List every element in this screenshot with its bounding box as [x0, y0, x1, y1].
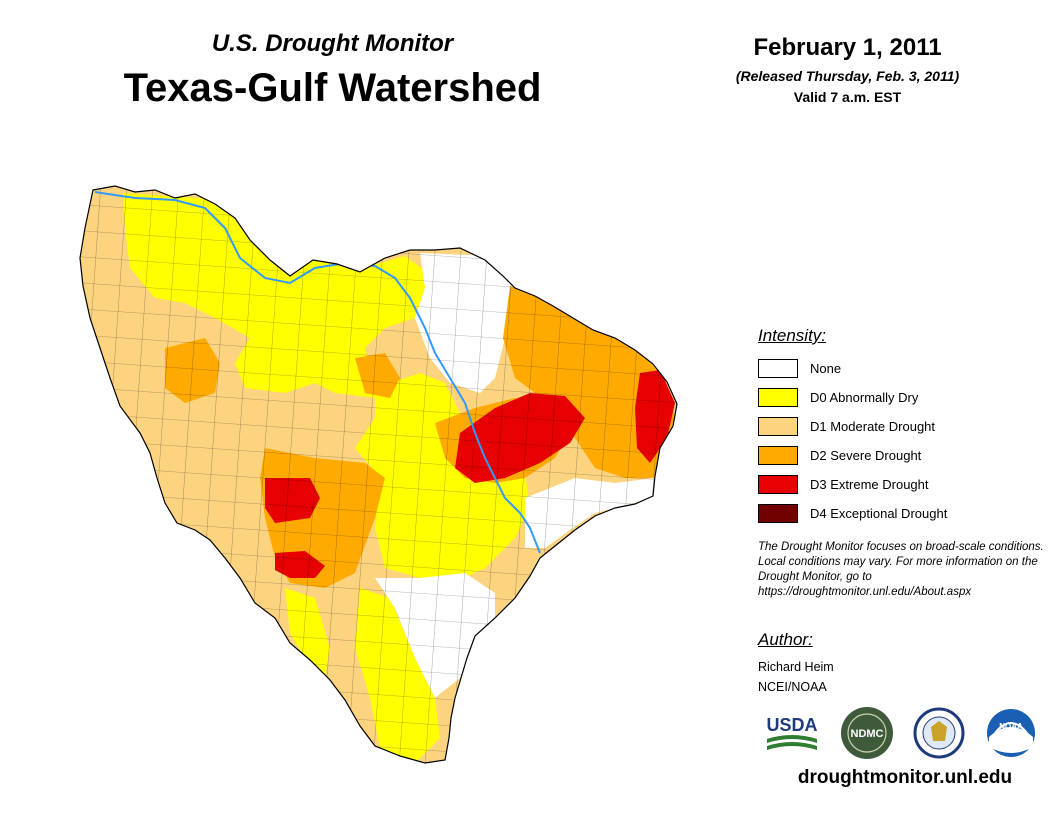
program-title: U.S. Drought Monitor: [211, 30, 454, 57]
legend-swatch-d1: [758, 417, 798, 436]
legend-heading: Intensity:: [758, 326, 827, 345]
author-block: Richard Heim NCEI/NOAA: [758, 657, 834, 697]
usda-logo: USDA: [766, 715, 818, 750]
legend-label-d4: D4 Exceptional Drought: [810, 506, 948, 521]
legend-item-d2: D2 Severe Drought: [758, 441, 947, 470]
valid-time: Valid 7 a.m. EST: [793, 89, 902, 105]
legend-item-d0: D0 Abnormally Dry: [758, 383, 947, 412]
legend-label-d2: D2 Severe Drought: [810, 448, 922, 463]
legend-swatch-d2: [758, 446, 798, 465]
legend-item-d1: D1 Moderate Drought: [758, 412, 947, 441]
release-date: (Released Thursday, Feb. 3, 2011): [735, 68, 960, 84]
legend-swatch-d0: [758, 388, 798, 407]
legend-swatch-none: [758, 359, 798, 378]
commerce-seal-icon: [913, 707, 965, 759]
legend-label-d1: D1 Moderate Drought: [810, 419, 936, 434]
ndmc-logo: NDMC: [841, 707, 893, 759]
ndmc-text: NDMC: [851, 728, 884, 740]
disclaimer-note: The Drought Monitor focuses on broad-sca…: [758, 541, 1044, 598]
river-brazos: [94, 191, 541, 554]
legend-item-d4: D4 Exceptional Drought: [758, 499, 947, 528]
footer-url: droughtmonitor.unl.edu: [797, 767, 1013, 788]
author-org: NCEI/NOAA: [758, 680, 827, 694]
author-heading: Author:: [758, 630, 813, 649]
author-name: Richard Heim: [758, 660, 834, 674]
legend-item-d3: D3 Extreme Drought: [758, 470, 947, 499]
legend-label-none: None: [810, 361, 842, 376]
drought-map: [79, 185, 678, 764]
county-boundaries: [80, 186, 677, 763]
legend-label-d3: D3 Extreme Drought: [810, 477, 929, 492]
region-title: Texas-Gulf Watershed: [123, 66, 542, 110]
legend-swatch-d4: [758, 504, 798, 523]
legend-swatch-d3: [758, 475, 798, 494]
noaa-text: NOAA: [999, 722, 1023, 731]
partner-logos: USDA NDMC NOAA: [765, 705, 1045, 761]
usda-text: USDA: [766, 715, 817, 735]
legend-item-none: None: [758, 354, 947, 383]
noaa-logo: NOAA: [987, 709, 1035, 757]
legend: None D0 Abnormally Dry D1 Moderate Droug…: [758, 354, 947, 528]
legend-label-d0: D0 Abnormally Dry: [810, 390, 919, 405]
map-date: February 1, 2011: [753, 34, 942, 61]
